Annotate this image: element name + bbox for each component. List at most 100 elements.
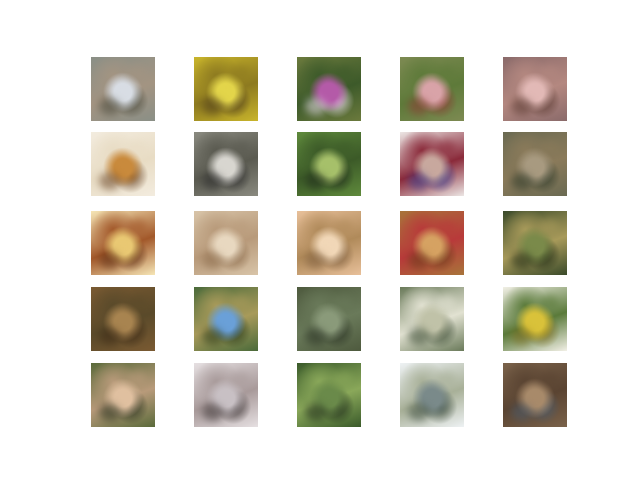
tile-texture-blob [305, 172, 327, 190]
tile-texture-blob [422, 81, 442, 101]
tile-texture-blob [422, 311, 442, 331]
tile-texture-blob [319, 235, 339, 255]
tile-texture-blob [216, 156, 236, 176]
tile-texture-blob [113, 81, 133, 101]
tile-texture-blob [99, 97, 121, 115]
sample-tile [297, 211, 361, 275]
tile-texture-blob [127, 65, 147, 81]
tile-texture-blob [539, 219, 559, 235]
tile-texture-blob [113, 387, 133, 407]
tile-texture-blob [230, 140, 250, 156]
sample-tile [503, 211, 567, 275]
tile-texture-blob [216, 311, 236, 331]
tile-texture-blob [511, 251, 533, 269]
tile-texture-blob [305, 327, 327, 345]
tile-texture-blob [539, 140, 559, 156]
tile-texture-blob [436, 219, 456, 235]
tile-texture-blob [305, 251, 327, 269]
sample-tile [297, 57, 361, 121]
tile-texture-blob [525, 156, 545, 176]
tile-texture-blob [436, 140, 456, 156]
tile-texture-blob [539, 65, 559, 81]
sample-tile [194, 211, 258, 275]
tile-texture-blob [436, 371, 456, 387]
sample-tile [400, 363, 464, 427]
sample-tile [194, 57, 258, 121]
tile-texture-blob [539, 371, 559, 387]
tile-texture-blob [202, 403, 224, 421]
sample-tile [91, 132, 155, 196]
tile-texture-blob [525, 235, 545, 255]
tile-texture-blob [127, 295, 147, 311]
tile-texture-blob [127, 140, 147, 156]
sample-tile [400, 132, 464, 196]
tile-texture-blob [113, 235, 133, 255]
sample-tile [400, 287, 464, 351]
sample-tile [297, 287, 361, 351]
tile-texture-blob [319, 81, 339, 101]
sample-tile [503, 363, 567, 427]
tile-texture-blob [305, 97, 327, 115]
tile-texture-blob [127, 371, 147, 387]
sample-tile [503, 132, 567, 196]
sample-tile [297, 363, 361, 427]
tile-texture-blob [319, 387, 339, 407]
tile-texture-blob [511, 172, 533, 190]
tile-texture-blob [525, 81, 545, 101]
tile-texture-blob [99, 172, 121, 190]
tile-texture-blob [333, 219, 353, 235]
tile-texture-blob [113, 156, 133, 176]
sample-tile [194, 287, 258, 351]
tile-texture-blob [319, 311, 339, 331]
tile-texture-blob [230, 65, 250, 81]
sample-tile [400, 211, 464, 275]
tile-texture-blob [408, 403, 430, 421]
tile-texture-blob [422, 156, 442, 176]
tile-texture-blob [319, 156, 339, 176]
tile-texture-blob [127, 219, 147, 235]
tile-texture-blob [202, 172, 224, 190]
tile-texture-blob [333, 371, 353, 387]
tile-texture-blob [230, 371, 250, 387]
tile-texture-blob [408, 251, 430, 269]
sample-tile [503, 287, 567, 351]
sample-tile [503, 57, 567, 121]
sample-tile [194, 132, 258, 196]
tile-texture-blob [216, 81, 236, 101]
tile-texture-blob [202, 251, 224, 269]
tile-texture-blob [422, 235, 442, 255]
tile-texture-blob [408, 97, 430, 115]
tile-texture-blob [333, 295, 353, 311]
tile-texture-blob [202, 327, 224, 345]
tile-texture-blob [422, 387, 442, 407]
tile-texture-blob [408, 327, 430, 345]
tile-texture-blob [305, 403, 327, 421]
tile-texture-blob [539, 295, 559, 311]
sample-tile [194, 363, 258, 427]
tile-texture-blob [333, 140, 353, 156]
tile-texture-blob [511, 403, 533, 421]
sample-tile [91, 57, 155, 121]
tile-texture-blob [525, 311, 545, 331]
sample-tile [400, 57, 464, 121]
tile-texture-blob [525, 387, 545, 407]
tile-texture-blob [230, 219, 250, 235]
tile-texture-blob [408, 172, 430, 190]
sample-tile [297, 132, 361, 196]
sample-tile [91, 363, 155, 427]
tile-texture-blob [230, 295, 250, 311]
tile-texture-blob [99, 403, 121, 421]
tile-texture-blob [333, 65, 353, 81]
tile-texture-blob [99, 251, 121, 269]
tile-texture-blob [202, 97, 224, 115]
tile-texture-blob [113, 311, 133, 331]
tile-texture-blob [99, 327, 121, 345]
tile-texture-blob [216, 235, 236, 255]
sample-tile [91, 287, 155, 351]
tile-texture-blob [436, 65, 456, 81]
sample-tile [91, 211, 155, 275]
tile-texture-blob [511, 97, 533, 115]
tile-texture-blob [216, 387, 236, 407]
tile-texture-blob [436, 295, 456, 311]
